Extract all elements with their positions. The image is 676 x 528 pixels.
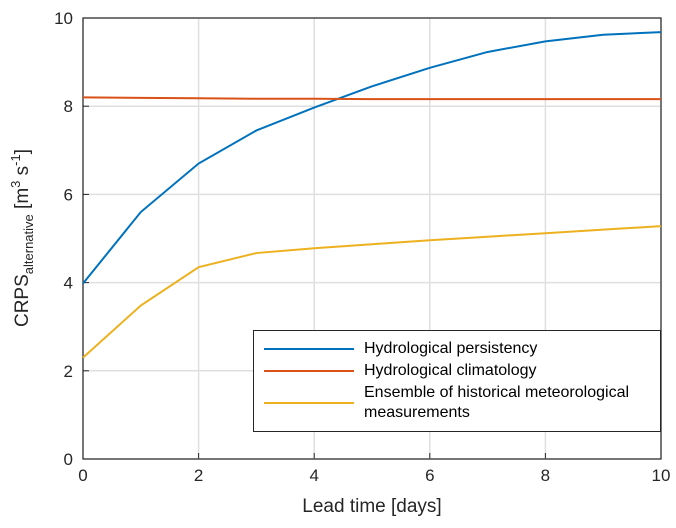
series-line [82, 225, 662, 359]
y-label-unit: [m [12, 188, 33, 214]
legend-swatch [264, 370, 354, 372]
x-tick-label: 2 [194, 466, 203, 485]
y-label-unit: s [12, 166, 33, 181]
x-tick-label: 6 [425, 466, 434, 485]
legend-label: Hydrological persistency [364, 340, 538, 357]
x-tick-label: 4 [309, 466, 318, 485]
legend-swatch [264, 348, 354, 350]
y-label-sup: -1 [8, 154, 23, 166]
legend-label: Ensemble of historical meteorological me… [364, 384, 630, 421]
x-tick-label: 10 [652, 466, 671, 485]
y-label-sub: alternative [21, 214, 36, 274]
legend-label: Hydrological climatology [364, 362, 537, 379]
y-axis-label: CRPSalternative [m3 s-1] [8, 149, 36, 327]
series-line [82, 96, 661, 101]
x-tick-label: 0 [78, 466, 87, 485]
series-line [82, 31, 662, 285]
legend-entry: Hydrological persistency [264, 339, 650, 359]
y-label-sup: 3 [8, 181, 23, 188]
y-label-main: CRPS [12, 274, 33, 327]
x-tick-label: 8 [541, 466, 550, 485]
y-tick-label: 10 [54, 9, 73, 28]
legend-swatch [264, 402, 354, 404]
axes-box [82, 17, 662, 460]
legend-entry: Hydrological climatology [264, 361, 650, 381]
y-tick-label: 8 [64, 97, 73, 116]
legend: Hydrological persistency Hydrological cli… [253, 330, 661, 432]
legend-entry: Ensemble of historical meteorological me… [264, 383, 650, 423]
y-label-unit: ] [12, 149, 33, 154]
y-tick-label: 0 [64, 450, 73, 469]
x-axis-label: Lead time [days] [302, 496, 441, 517]
y-tick-label: 6 [64, 185, 73, 204]
y-tick-label: 4 [64, 274, 73, 293]
y-tick-label: 2 [64, 362, 73, 381]
